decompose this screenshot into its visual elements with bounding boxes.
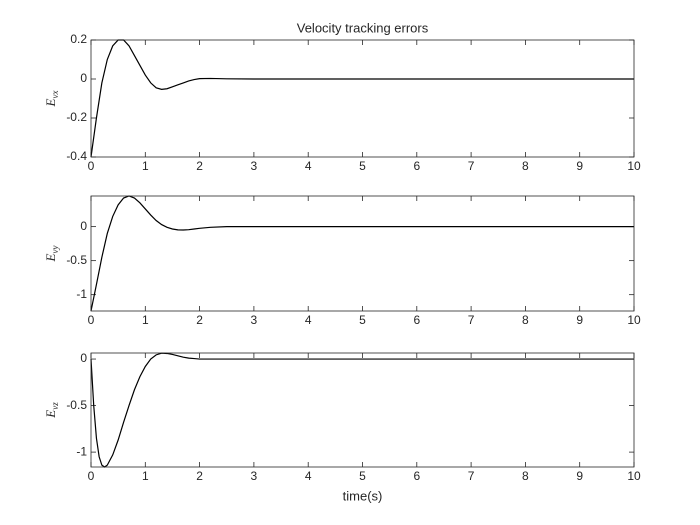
x-tick-label: 3	[251, 313, 258, 327]
data-line	[90, 352, 634, 468]
x-tick-label: 4	[305, 469, 312, 483]
y-tick-label: -0.4	[66, 149, 87, 163]
axes-box	[90, 39, 635, 158]
x-tick-label: 1	[142, 159, 149, 173]
x-tick-label: 10	[627, 469, 641, 483]
x-tick-label: 8	[522, 313, 529, 327]
x-tick-label: 1	[142, 313, 149, 327]
axes-box	[90, 352, 635, 468]
x-tick-label: 0	[88, 469, 95, 483]
y-axis-label: Evz	[43, 402, 60, 419]
x-tick-label: 0	[88, 313, 95, 327]
x-tick-label: 3	[251, 159, 258, 173]
plot-area	[91, 40, 634, 157]
x-tick-label: 7	[468, 313, 475, 327]
y-axis-label: Evy	[43, 246, 60, 263]
x-tick-label: 9	[576, 313, 583, 327]
x-tick-label: 0	[88, 159, 95, 173]
x-tick-label: 5	[359, 159, 366, 173]
y-tick-label: 0.2	[70, 32, 87, 46]
x-tick-label: 6	[413, 469, 420, 483]
y-tick-label: -0.5	[66, 253, 87, 267]
x-tick-label: 9	[576, 469, 583, 483]
x-tick-label: 6	[413, 159, 420, 173]
data-line	[90, 195, 634, 312]
data-line	[90, 39, 634, 158]
x-tick-label: 9	[576, 159, 583, 173]
axes-box	[90, 195, 635, 312]
y-axis-label-subscript: vx	[50, 91, 60, 99]
y-axis-label-main: E	[43, 253, 58, 262]
x-tick-label: 1	[142, 469, 149, 483]
y-axis-label: Evx	[43, 91, 60, 108]
x-axis-label: time(s)	[343, 488, 383, 503]
x-tick-label: 3	[251, 469, 258, 483]
x-tick-label: 10	[627, 159, 641, 173]
x-tick-label: 2	[196, 159, 203, 173]
x-tick-label: 4	[305, 313, 312, 327]
plot-area	[91, 196, 634, 311]
plot-area	[91, 353, 634, 467]
x-tick-label: 8	[522, 159, 529, 173]
x-tick-label: 2	[196, 313, 203, 327]
y-axis-label-main: E	[43, 98, 58, 107]
x-tick-label: 2	[196, 469, 203, 483]
x-tick-label: 7	[468, 159, 475, 173]
x-tick-label: 7	[468, 469, 475, 483]
x-tick-label: 5	[359, 313, 366, 327]
x-tick-label: 5	[359, 469, 366, 483]
y-tick-label: -0.5	[66, 398, 87, 412]
y-axis-label-subscript: vz	[50, 402, 60, 410]
y-tick-label: 0	[80, 219, 87, 233]
x-tick-label: 10	[627, 313, 641, 327]
y-tick-label: 0	[80, 71, 87, 85]
y-axis-label-subscript: vy	[50, 246, 60, 254]
x-tick-label: 8	[522, 469, 529, 483]
y-axis-label-main: E	[43, 410, 58, 419]
y-tick-label: -0.2	[66, 110, 87, 124]
chart-title: Velocity tracking errors	[297, 20, 429, 35]
x-tick-label: 4	[305, 159, 312, 173]
x-tick-label: 6	[413, 313, 420, 327]
y-tick-label: -1	[76, 287, 87, 301]
y-tick-label: -1	[76, 444, 87, 458]
y-tick-label: 0	[80, 351, 87, 365]
